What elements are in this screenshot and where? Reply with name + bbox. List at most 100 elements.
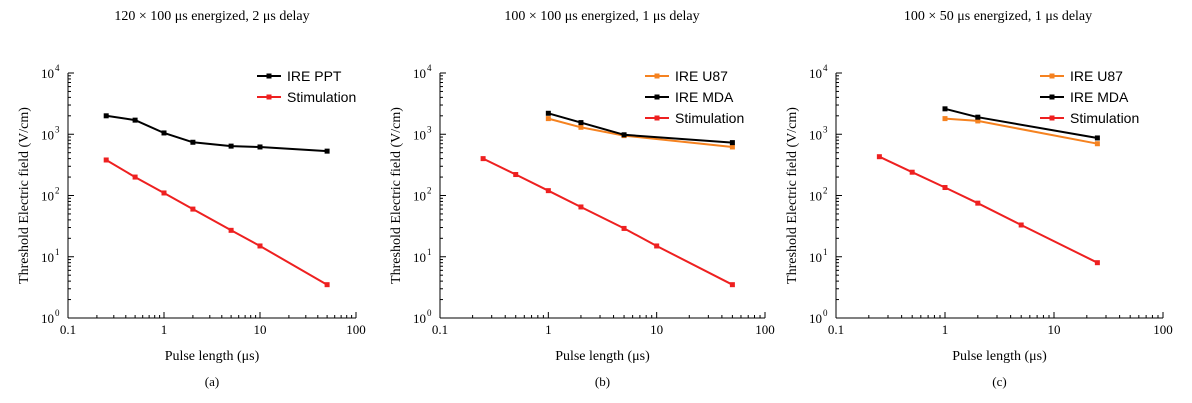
- x-tick-label: 10: [254, 322, 267, 337]
- data-point: [228, 227, 234, 233]
- x-tick-label: 10: [1048, 322, 1061, 337]
- data-point: [942, 106, 948, 112]
- legend-marker: [266, 94, 272, 100]
- series-line: [548, 117, 733, 148]
- chart-title: 100 × 100 μs energized, 1 μs delay: [504, 9, 699, 24]
- x-tick-label: 0.1: [60, 322, 76, 337]
- y-tick-label: 10: [809, 127, 822, 142]
- data-point: [513, 172, 519, 178]
- data-point: [654, 243, 660, 249]
- data-point: [190, 206, 196, 212]
- series-line: [482, 157, 733, 286]
- y-tick-exponent: 4: [55, 63, 60, 73]
- data-point: [257, 243, 263, 249]
- panel-label: (a): [205, 374, 219, 389]
- x-tick-label: 100: [346, 322, 366, 337]
- y-tick-label: 10: [809, 250, 822, 265]
- data-point: [578, 124, 584, 130]
- y-tick-exponent: 0: [427, 308, 432, 318]
- y-tick-exponent: 3: [55, 124, 60, 134]
- data-point: [257, 144, 263, 150]
- series-line: [105, 159, 328, 286]
- legend-marker: [654, 94, 660, 100]
- y-tick-exponent: 0: [55, 308, 60, 318]
- chart-title: 120 × 100 μs energized, 2 μs delay: [114, 9, 309, 24]
- legend-marker: [1049, 94, 1055, 100]
- legend-label: IRE MDA: [1070, 89, 1129, 105]
- y-tick-label: 10: [413, 189, 426, 204]
- legend-marker: [654, 115, 660, 121]
- data-point: [545, 188, 551, 194]
- data-point: [324, 148, 330, 154]
- x-tick-label: 1: [545, 322, 552, 337]
- legend-marker: [266, 73, 272, 79]
- legend-label: Stimulation: [287, 89, 356, 105]
- y-tick-exponent: 2: [823, 186, 828, 196]
- y-tick-label: 10: [809, 189, 822, 204]
- x-tick-label: 1: [161, 322, 168, 337]
- data-point: [1094, 260, 1100, 266]
- y-tick-exponent: 1: [427, 247, 432, 257]
- x-tick-label: 10: [650, 322, 663, 337]
- x-axis-label: Pulse length (μs): [165, 349, 260, 364]
- y-tick-exponent: 2: [55, 186, 60, 196]
- panel-label: (b): [595, 374, 610, 389]
- y-tick-exponent: 3: [427, 124, 432, 134]
- x-axis-label: Pulse length (μs): [555, 349, 650, 364]
- data-point: [621, 132, 627, 138]
- data-point: [228, 143, 234, 149]
- data-point: [545, 116, 551, 122]
- data-point: [1094, 141, 1100, 147]
- y-tick-exponent: 3: [823, 124, 828, 134]
- y-tick-exponent: 1: [55, 247, 60, 257]
- y-tick-label: 10: [41, 250, 54, 265]
- data-point: [975, 114, 981, 120]
- data-point: [729, 144, 735, 150]
- legend-label: IRE U87: [675, 68, 728, 84]
- y-tick-label: 10: [413, 127, 426, 142]
- data-point: [1018, 222, 1024, 228]
- data-point: [190, 139, 196, 145]
- data-point: [909, 169, 915, 175]
- y-axis-label: Threshold Electric field (V/cm): [389, 107, 404, 284]
- y-tick-exponent: 4: [823, 63, 828, 73]
- x-tick-label: 100: [1153, 322, 1173, 337]
- data-point: [324, 282, 330, 288]
- y-tick-exponent: 0: [823, 308, 828, 318]
- y-tick-label: 10: [809, 311, 822, 326]
- data-point: [578, 120, 584, 126]
- data-point: [161, 130, 167, 136]
- data-point: [578, 204, 584, 210]
- y-tick-exponent: 2: [427, 186, 432, 196]
- data-point: [729, 282, 735, 288]
- data-point: [876, 154, 882, 160]
- data-point: [1094, 135, 1100, 141]
- legend-label: Stimulation: [675, 110, 744, 126]
- legend-marker: [654, 73, 660, 79]
- data-point: [132, 174, 138, 180]
- data-point: [621, 225, 627, 231]
- series-line: [548, 112, 733, 144]
- x-tick-label: 100: [755, 322, 775, 337]
- legend-label: IRE MDA: [675, 89, 734, 105]
- y-tick-exponent: 4: [427, 63, 432, 73]
- y-tick-label: 10: [413, 250, 426, 265]
- x-axis-label: Pulse length (μs): [952, 349, 1047, 364]
- y-tick-label: 10: [41, 311, 54, 326]
- data-point: [103, 157, 109, 163]
- chart-title: 100 × 50 μs energized, 1 μs delay: [904, 9, 1092, 24]
- series-line: [106, 114, 328, 153]
- y-tick-label: 10: [413, 311, 426, 326]
- y-tick-exponent: 1: [823, 247, 828, 257]
- series-line: [878, 155, 1098, 264]
- y-tick-label: 10: [41, 189, 54, 204]
- legend-marker: [1049, 73, 1055, 79]
- y-tick-label: 10: [41, 66, 54, 81]
- y-axis-label: Threshold Electric field (V/cm): [785, 107, 800, 284]
- x-tick-label: 1: [942, 322, 949, 337]
- data-point: [545, 110, 551, 116]
- data-point: [161, 190, 167, 196]
